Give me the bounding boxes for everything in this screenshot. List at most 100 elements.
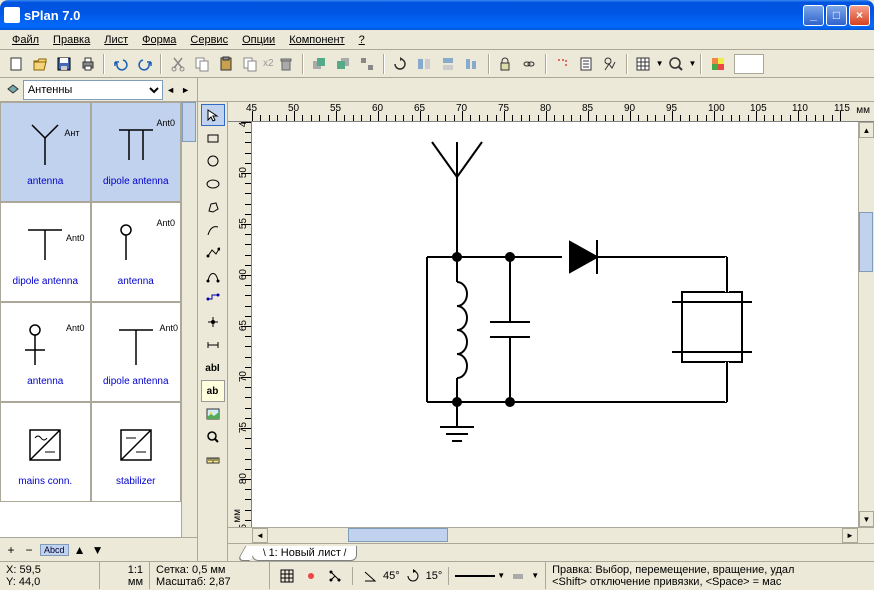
library-category-select[interactable]: Антенны	[23, 80, 163, 100]
vertical-scrollbar[interactable]: ▲ ▼	[858, 122, 874, 527]
horizontal-ruler: мм 4550556065707580859095100105110115	[228, 102, 874, 122]
library-item-dipole[interactable]: Ant0 dipole antenna	[91, 302, 182, 402]
menu-help[interactable]: ?	[353, 32, 371, 48]
undo-button[interactable]	[109, 53, 132, 75]
status-coords: X: 59,5 Y: 44,0	[0, 562, 100, 589]
tool-text[interactable]: abI	[201, 357, 225, 379]
angle2-button[interactable]	[402, 566, 424, 586]
menu-file[interactable]: Файл	[6, 32, 45, 48]
group-button[interactable]	[356, 53, 379, 75]
library-item-antenna[interactable]: Ant0 antenna	[91, 202, 182, 302]
canvas[interactable]	[252, 122, 858, 527]
rotate-button[interactable]	[389, 53, 412, 75]
minimize-button[interactable]: _	[803, 5, 824, 26]
toolbar-separator	[545, 54, 547, 74]
library-scroll-thumb[interactable]	[182, 102, 196, 142]
lib-abcd-box[interactable]: Abcd	[40, 544, 69, 556]
menu-sheet[interactable]: Лист	[98, 32, 134, 48]
hscroll-thumb[interactable]	[348, 528, 448, 542]
tool-zoom[interactable]	[201, 426, 225, 448]
library-item-mains[interactable]: mains conn.	[0, 402, 91, 502]
maximize-button[interactable]: □	[826, 5, 847, 26]
menu-service[interactable]: Сервис	[184, 32, 234, 48]
ruler-corner-bar	[198, 78, 874, 102]
snap-toggle-button[interactable]	[300, 566, 322, 586]
tool-textbox[interactable]: ab	[201, 380, 225, 402]
tool-wire[interactable]	[201, 288, 225, 310]
tool-rectangle[interactable]	[201, 127, 225, 149]
hscroll-track[interactable]	[268, 528, 842, 543]
linewidth-preview[interactable]	[455, 575, 495, 577]
dropdown-arrow-icon[interactable]: ▼	[688, 59, 696, 68]
lib-down-button[interactable]: ▼	[91, 543, 105, 557]
library-item-dipole[interactable]: Ant0 dipole antenna	[91, 102, 182, 202]
menu-options[interactable]: Опции	[236, 32, 281, 48]
scroll-up-button[interactable]: ▲	[859, 122, 874, 138]
color-button[interactable]	[706, 53, 729, 75]
tool-bezier[interactable]	[201, 265, 225, 287]
library-item-antenna[interactable]: Ant0 antenna	[0, 302, 91, 402]
menu-component[interactable]: Компонент	[283, 32, 350, 48]
library-item-dipole[interactable]: Ant0 dipole antenna	[0, 202, 91, 302]
library-icon[interactable]	[4, 79, 23, 101]
library-scrollbar[interactable]	[181, 102, 197, 537]
flip-h-button[interactable]	[413, 53, 436, 75]
tool-polygon[interactable]	[201, 196, 225, 218]
scroll-right-button[interactable]: ►	[842, 528, 858, 543]
color-preview[interactable]	[734, 54, 764, 74]
tool-image[interactable]	[201, 403, 225, 425]
library-item-stabilizer[interactable]: stabilizer	[91, 402, 182, 502]
list-button[interactable]	[575, 53, 598, 75]
category-next-button[interactable]: ►	[178, 80, 193, 100]
redo-button[interactable]	[133, 53, 156, 75]
align-button[interactable]	[461, 53, 484, 75]
bring-front-button[interactable]	[308, 53, 331, 75]
lib-up-button[interactable]: ▲	[73, 543, 87, 557]
lock-button[interactable]	[494, 53, 517, 75]
tool-measure[interactable]	[201, 449, 225, 471]
delete-button[interactable]	[275, 53, 298, 75]
tool-ellipse[interactable]	[201, 173, 225, 195]
grid-toggle-button[interactable]	[276, 566, 298, 586]
library-item-antenna[interactable]: Ант antenna	[0, 102, 91, 202]
menu-form[interactable]: Форма	[136, 32, 182, 48]
category-prev-button[interactable]: ◄	[163, 80, 178, 100]
copy-button[interactable]	[190, 53, 213, 75]
link-button[interactable]	[518, 53, 541, 75]
new-button[interactable]	[4, 53, 27, 75]
dropdown-arrow-icon[interactable]: ▼	[656, 59, 664, 68]
horizontal-scrollbar[interactable]: ◄ ►	[252, 527, 858, 543]
scroll-down-button[interactable]: ▼	[859, 511, 874, 527]
lib-remove-button[interactable]: −	[22, 543, 36, 557]
send-back-button[interactable]	[332, 53, 355, 75]
close-button[interactable]: ×	[849, 5, 870, 26]
linestyle-button[interactable]	[507, 566, 529, 586]
tool-dimension[interactable]	[201, 334, 225, 356]
rubber-toggle-button[interactable]	[324, 566, 346, 586]
tool-junction[interactable]	[201, 311, 225, 333]
tool-pointer[interactable]	[201, 104, 225, 126]
tool-circle[interactable]	[201, 150, 225, 172]
vscroll-thumb[interactable]	[859, 212, 873, 272]
sheet-tab[interactable]: \ 1: Новый лист /	[252, 546, 357, 561]
lib-add-button[interactable]: +	[4, 543, 18, 557]
open-button[interactable]	[28, 53, 51, 75]
search-button[interactable]	[599, 53, 622, 75]
flip-v-button[interactable]	[437, 53, 460, 75]
print-button[interactable]	[76, 53, 99, 75]
scroll-left-button[interactable]: ◄	[252, 528, 268, 543]
zoom-button[interactable]	[664, 53, 687, 75]
cut-button[interactable]	[166, 53, 189, 75]
linestyle-dropdown[interactable]: ▼	[531, 571, 539, 580]
save-button[interactable]	[52, 53, 75, 75]
snap-button[interactable]	[551, 53, 574, 75]
angle1-button[interactable]	[359, 566, 381, 586]
canvas-row: мм 455055606570758085	[228, 122, 874, 527]
duplicate-button[interactable]	[238, 53, 261, 75]
tool-line[interactable]	[201, 242, 225, 264]
linewidth-dropdown[interactable]: ▼	[497, 571, 505, 580]
paste-button[interactable]	[214, 53, 237, 75]
grid-button[interactable]	[632, 53, 655, 75]
menu-edit[interactable]: Правка	[47, 32, 96, 48]
tool-special[interactable]	[201, 219, 225, 241]
